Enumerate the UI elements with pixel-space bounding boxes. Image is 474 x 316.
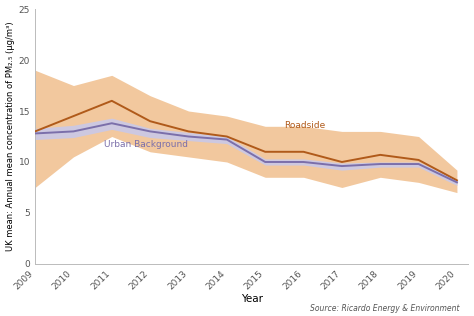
Text: Source: Ricardo Energy & Environment: Source: Ricardo Energy & Environment bbox=[310, 304, 460, 313]
Text: Urban Background: Urban Background bbox=[104, 140, 188, 149]
X-axis label: Year: Year bbox=[241, 294, 263, 304]
Y-axis label: UK mean: Annual mean concentration of PM₂.₅ (μg/m³): UK mean: Annual mean concentration of PM… bbox=[6, 22, 15, 251]
Text: Roadside: Roadside bbox=[284, 121, 326, 130]
